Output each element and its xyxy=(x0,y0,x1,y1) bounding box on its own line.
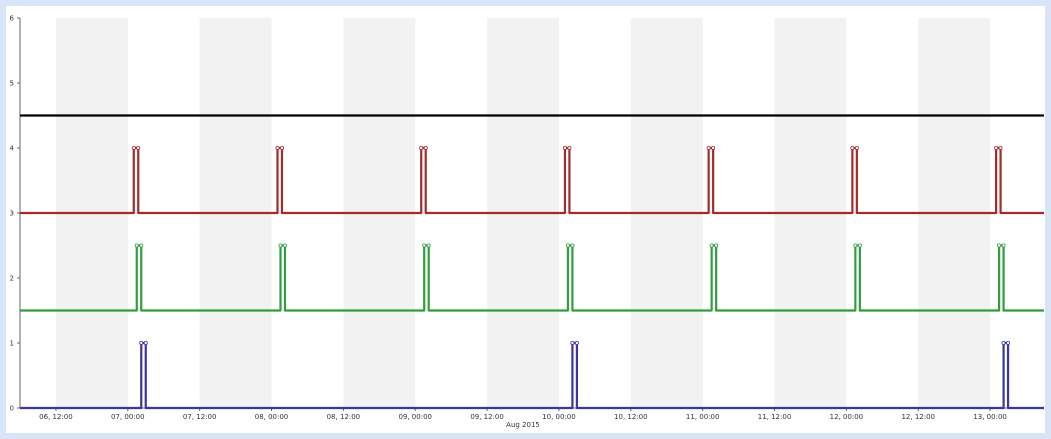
pulse-point xyxy=(134,243,139,248)
pulse-point xyxy=(565,243,570,248)
x-tick-label: 06, 12:00 xyxy=(39,413,73,421)
pulse-point xyxy=(574,340,579,345)
pulse-point xyxy=(423,145,428,150)
x-tick-label: 12, 12:00 xyxy=(901,413,935,421)
pulse-point xyxy=(139,243,144,248)
pulse-point xyxy=(567,145,572,150)
x-tick-label: 09, 12:00 xyxy=(470,413,504,421)
pulse-point xyxy=(278,243,283,248)
y-tick-label: 1 xyxy=(10,340,14,348)
x-tick-label: 08, 12:00 xyxy=(327,413,361,421)
pulse-point xyxy=(709,243,714,248)
pulse-point xyxy=(570,340,575,345)
x-tick-label: 10, 00:00 xyxy=(542,413,576,421)
x-tick-label: 09, 00:00 xyxy=(398,413,432,421)
y-tick-label: 5 xyxy=(10,80,14,88)
series-layer xyxy=(20,114,1044,410)
y-tick-label: 6 xyxy=(10,15,15,23)
pulse-point xyxy=(562,145,567,150)
pulse-point xyxy=(1001,243,1006,248)
pulse-point xyxy=(279,145,284,150)
x-tick-label: 12, 00:00 xyxy=(830,413,864,421)
pulse-point xyxy=(998,145,1003,150)
x-tick-label: 07, 12:00 xyxy=(183,413,217,421)
x-tick-label: 13, 00:00 xyxy=(973,413,1007,421)
pulse-point xyxy=(854,145,859,150)
time-series-chart: 0 1 2 3 4 5 6 06, 12:00 07, 00:00 07, 12:00 08, 00… xyxy=(10,15,1044,429)
pulse-point xyxy=(139,340,144,345)
pulse-point xyxy=(997,243,1002,248)
pulse-point xyxy=(857,243,862,248)
pulse-point xyxy=(711,145,716,150)
pulse-point xyxy=(1006,340,1011,345)
pulse-point xyxy=(994,145,999,150)
pulse-point xyxy=(136,145,141,150)
pulse-point xyxy=(850,145,855,150)
pulse-point xyxy=(706,145,711,150)
x-tick-label: 10, 12:00 xyxy=(614,413,648,421)
pulse-point xyxy=(426,243,431,248)
pulse-point xyxy=(131,145,136,150)
y-tick-label: 0 xyxy=(10,405,14,413)
x-tick-label: 11, 00:00 xyxy=(686,413,720,421)
pulse-point xyxy=(1001,340,1006,345)
y-tick-label: 2 xyxy=(10,275,14,283)
series-line-2 xyxy=(20,146,1044,215)
x-tick-label: 07, 00:00 xyxy=(111,413,145,421)
series-line-3 xyxy=(20,244,1044,312)
y-tick-label: 3 xyxy=(10,210,14,218)
pulse-point xyxy=(853,243,858,248)
tick-labels: 0 1 2 3 4 5 6 06, 12:00 07, 00:00 07, 12:00 08, 00… xyxy=(10,15,1007,422)
x-tick-label: 08, 00:00 xyxy=(255,413,289,421)
chart-frame: 0 1 2 3 4 5 6 06, 12:00 07, 00:00 07, 12:00 08, 00… xyxy=(6,6,1045,433)
pulse-point xyxy=(714,243,719,248)
x-tick-label: 11, 12:00 xyxy=(758,413,792,421)
pulse-point xyxy=(422,243,427,248)
x-axis-sublabel: Aug 2015 xyxy=(506,421,540,429)
pulse-point xyxy=(275,145,280,150)
y-tick-label: 4 xyxy=(10,145,15,153)
pulse-point xyxy=(143,340,148,345)
pulse-point xyxy=(419,145,424,150)
pulse-point xyxy=(570,243,575,248)
pulse-point xyxy=(282,243,287,248)
